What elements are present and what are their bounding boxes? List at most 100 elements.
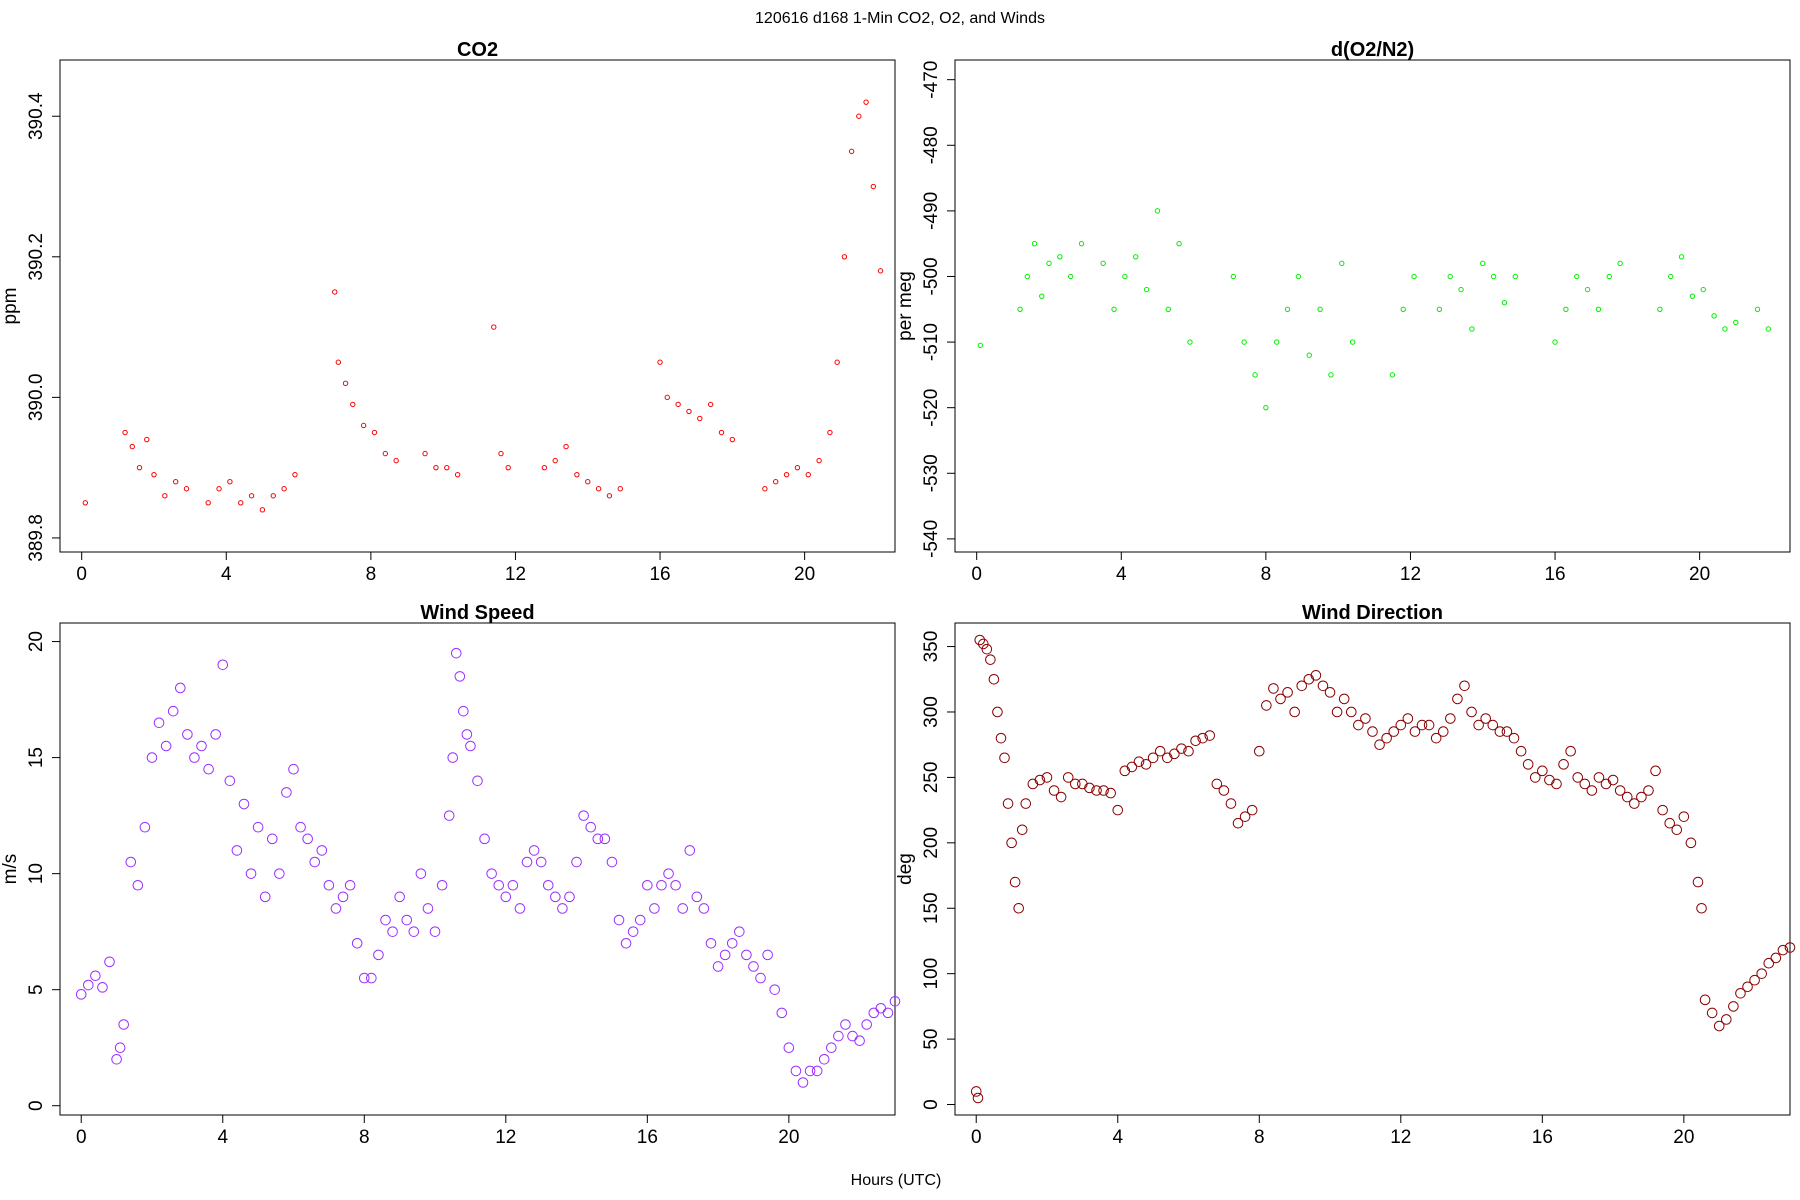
data-point: [816, 457, 822, 464]
data-point: [741, 949, 752, 961]
data-point: [1617, 260, 1623, 267]
data-point: [1490, 273, 1497, 280]
data-point: [1600, 778, 1612, 790]
data-point: [1225, 798, 1237, 809]
data-point: [281, 486, 287, 492]
data-point: [870, 183, 877, 190]
data-point: [691, 891, 703, 903]
data-point: [1763, 957, 1775, 969]
data-point: [394, 891, 405, 903]
data-point: [1436, 306, 1443, 312]
x-tick-label: 12: [495, 1127, 516, 1148]
plot-frame: [59, 622, 896, 1116]
data-point: [1147, 752, 1159, 764]
data-point: [1765, 326, 1772, 332]
data-point: [1310, 670, 1322, 681]
data-point: [1657, 306, 1663, 312]
data-point: [1328, 372, 1334, 378]
data-point: [309, 856, 321, 868]
data-point: [606, 856, 618, 868]
data-point: [1057, 254, 1063, 260]
data-point: [1230, 273, 1237, 280]
data-point: [999, 752, 1010, 764]
data-point: [833, 1030, 844, 1042]
data-point: [444, 464, 450, 471]
data-point: [1445, 713, 1456, 724]
data-point: [259, 507, 266, 513]
data-point: [139, 821, 151, 833]
data-point: [1331, 706, 1343, 718]
data-point: [1770, 952, 1782, 964]
data-point: [613, 914, 625, 926]
data-point: [1282, 687, 1293, 698]
data-point: [1016, 824, 1028, 836]
data-point: [486, 868, 497, 879]
data-point: [863, 99, 869, 105]
data-point: [371, 429, 378, 436]
data-point: [1039, 293, 1045, 299]
data-point: [332, 289, 338, 295]
data-point: [360, 422, 367, 429]
data-point: [528, 845, 540, 856]
data-point: [684, 845, 696, 856]
data-point: [1574, 273, 1580, 280]
data-point: [634, 914, 646, 926]
x-tick-label: 20: [1689, 564, 1710, 585]
data-point: [252, 821, 264, 833]
data-point: [465, 740, 476, 752]
y-tick-label: 390.2: [26, 233, 47, 281]
data-point: [1069, 778, 1081, 790]
data-point: [111, 1054, 122, 1065]
data-point: [734, 926, 745, 937]
data-point: [118, 1019, 129, 1030]
data-point: [183, 486, 190, 492]
data-point: [479, 833, 490, 845]
data-point: [1190, 735, 1201, 747]
x-tick-label: 16: [649, 564, 670, 585]
data-point: [380, 914, 391, 926]
data-point: [521, 856, 533, 868]
data-point: [132, 879, 144, 891]
data-point: [422, 903, 434, 914]
data-point: [542, 879, 554, 891]
data-point: [1091, 785, 1102, 796]
x-tick-label: 8: [359, 1127, 370, 1148]
data-point: [1275, 693, 1286, 705]
data-point: [217, 659, 229, 671]
data-point: [970, 1086, 982, 1097]
data-point: [571, 856, 582, 868]
data-point: [1551, 778, 1562, 790]
data-point: [1338, 693, 1350, 705]
data-point: [776, 1007, 788, 1019]
y-tick-label: 20: [26, 631, 47, 652]
y-tick-label: 389.8: [26, 514, 47, 562]
data-point: [1381, 732, 1392, 744]
data-point: [302, 833, 313, 845]
data-point: [1253, 745, 1265, 757]
data-point: [585, 479, 591, 485]
data-point: [841, 254, 848, 260]
data-point: [729, 436, 736, 443]
data-point: [1295, 273, 1302, 280]
data-point: [1733, 319, 1739, 326]
data-point: [1252, 372, 1258, 378]
data-point: [1211, 778, 1223, 790]
data-point: [1621, 791, 1633, 803]
data-point: [1303, 673, 1315, 685]
data-point: [1027, 778, 1039, 790]
data-point: [1529, 772, 1541, 783]
data-point: [882, 1007, 894, 1019]
data-point: [1501, 726, 1513, 737]
data-point: [804, 1065, 816, 1077]
data-point: [1713, 1020, 1725, 1032]
data-point: [1395, 719, 1407, 731]
data-point: [1041, 772, 1053, 783]
data-point: [592, 833, 604, 845]
data-point: [677, 903, 689, 914]
data-point: [1711, 313, 1717, 319]
data-point: [620, 937, 632, 949]
data-point: [1754, 306, 1761, 312]
data-point: [429, 926, 441, 937]
data-point: [642, 879, 653, 891]
data-point: [1374, 739, 1385, 750]
